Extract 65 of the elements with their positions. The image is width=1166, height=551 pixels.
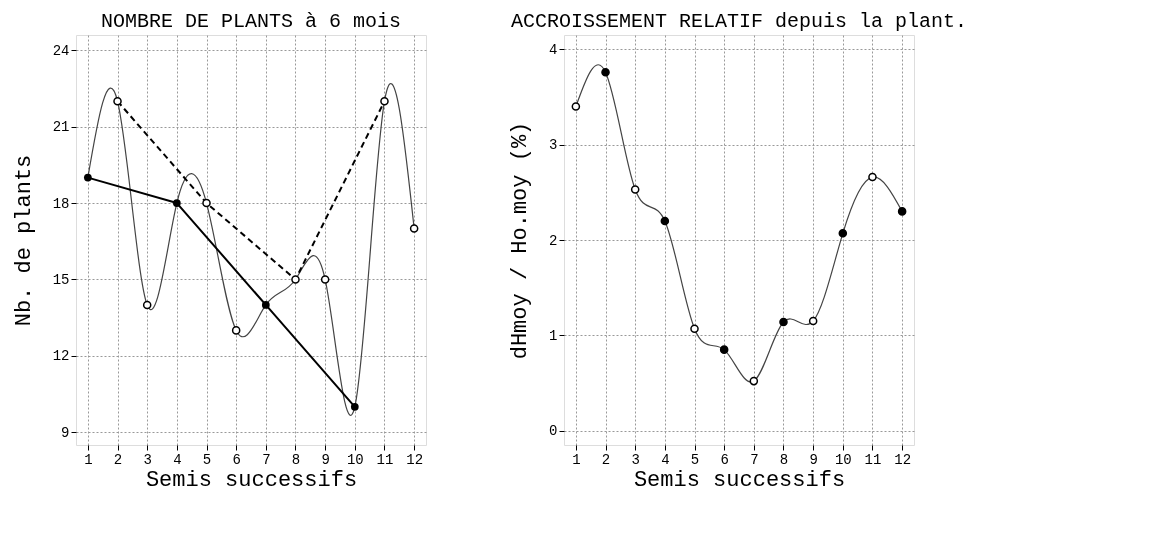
x-tick-label: 9 (321, 451, 330, 468)
y-tick-label: 2 (549, 232, 558, 249)
y-tick-label: 9 (61, 424, 70, 441)
point (261, 301, 270, 309)
point (897, 207, 907, 216)
point (779, 317, 788, 327)
point (808, 316, 818, 326)
point (409, 224, 419, 233)
point (601, 67, 610, 77)
point (202, 198, 211, 208)
point (291, 275, 300, 284)
point (113, 96, 122, 106)
x-tick-label: 3 (631, 451, 640, 468)
point (719, 345, 729, 354)
y-tick-label: 1 (549, 327, 558, 344)
point (630, 185, 640, 194)
point (350, 402, 359, 411)
y-tick-label: 0 (549, 423, 558, 440)
chart-title: NOMBRE DE PLANTS à 6 mois (100, 10, 402, 33)
point (142, 300, 152, 310)
y-axis-title: dHmoy / Ho.moy (%) (508, 121, 534, 360)
point (83, 173, 92, 182)
x-axis-title: Semis successifs (145, 467, 358, 493)
x-axis-title: Semis successifs (633, 467, 846, 493)
x-tick-label: 10 (834, 451, 852, 468)
x-tick-label: 8 (291, 451, 301, 468)
x-tick-label: 4 (173, 451, 182, 468)
x-tick-label: 4 (661, 451, 670, 468)
x-tick-label: 7 (262, 451, 271, 468)
y-axis-title: Nb. de plants (11, 154, 37, 327)
y-tick-label: 18 (52, 195, 70, 212)
chart-title: ACCROISSEMENT RELATIF depuis la plant. (510, 10, 968, 33)
point (172, 199, 181, 207)
x-tick-label: 3 (143, 451, 152, 468)
x-tick-label: 2 (113, 451, 123, 468)
y-tick-label: 4 (549, 41, 558, 58)
y-tick-label: 3 (549, 137, 558, 154)
point (571, 102, 581, 111)
x-tick-label: 7 (750, 451, 759, 468)
y-tick-label: 15 (52, 271, 70, 288)
point (320, 275, 330, 284)
x-tick-label: 11 (376, 451, 394, 468)
x-tick-label: 2 (601, 451, 611, 468)
x-tick-label: 11 (864, 451, 882, 468)
point (868, 172, 877, 182)
x-tick-label: 6 (232, 451, 241, 468)
y-tick-label: 24 (52, 42, 70, 59)
x-tick-label: 6 (720, 451, 729, 468)
x-tick-label: 1 (572, 451, 581, 468)
x-tick-label: 8 (779, 451, 789, 468)
x-tick-label: 12 (894, 451, 912, 468)
point (838, 229, 848, 238)
point (749, 376, 759, 386)
x-tick-label: 9 (809, 451, 818, 468)
x-tick-label: 10 (346, 451, 364, 468)
y-tick-label: 21 (52, 119, 70, 136)
point (660, 216, 670, 226)
point (380, 96, 389, 106)
x-tick-label: 5 (202, 451, 212, 468)
point (690, 324, 699, 333)
y-tick-label: 12 (52, 348, 70, 365)
x-tick-label: 12 (406, 451, 424, 468)
x-tick-label: 5 (690, 451, 700, 468)
point (231, 326, 241, 335)
x-tick-label: 1 (84, 451, 93, 468)
